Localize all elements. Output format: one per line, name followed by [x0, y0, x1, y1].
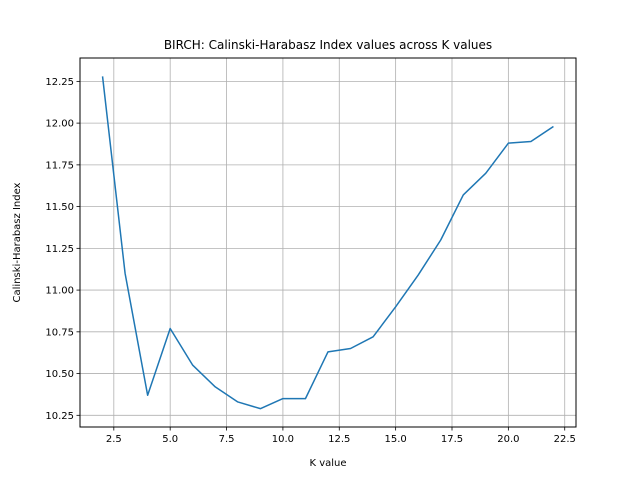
plot-frame	[79, 57, 577, 428]
x-axis-label: K value	[309, 458, 346, 469]
ticks: 2.5 5.0 7.5 10.0 12.5 15.0 17.5 20.0 22.5 10.25 10…	[45, 77, 576, 445]
x-tick-label: 7.5	[219, 434, 235, 445]
x-tick-label: 22.5	[554, 434, 576, 445]
y-tick-label: 12.25	[45, 77, 74, 88]
grid	[80, 58, 576, 427]
x-tick-label: 17.5	[441, 434, 463, 445]
y-tick-label: 11.00	[45, 286, 74, 297]
y-tick-label: 11.75	[45, 160, 74, 171]
chart-title: BIRCH: Calinski-Harabasz Index values ac…	[164, 38, 492, 52]
y-tick-label: 10.50	[45, 369, 74, 380]
x-tick-label: 12.5	[328, 434, 350, 445]
x-tick-label: 15.0	[385, 434, 407, 445]
series-layer	[101, 76, 554, 410]
x-tick-label: 5.0	[162, 434, 178, 445]
y-tick-label: 12.00	[45, 119, 74, 130]
series-line	[101, 76, 554, 410]
y-tick-label: 11.50	[45, 202, 74, 213]
x-tick-label: 10.0	[272, 434, 294, 445]
y-tick-label: 10.25	[45, 411, 74, 422]
y-tick-label: 11.25	[45, 244, 74, 255]
x-tick-label: 2.5	[106, 434, 122, 445]
y-tick-label: 10.75	[45, 327, 74, 338]
y-axis-label: Calinski-Harabasz Index	[12, 182, 23, 302]
x-tick-label: 20.0	[497, 434, 519, 445]
